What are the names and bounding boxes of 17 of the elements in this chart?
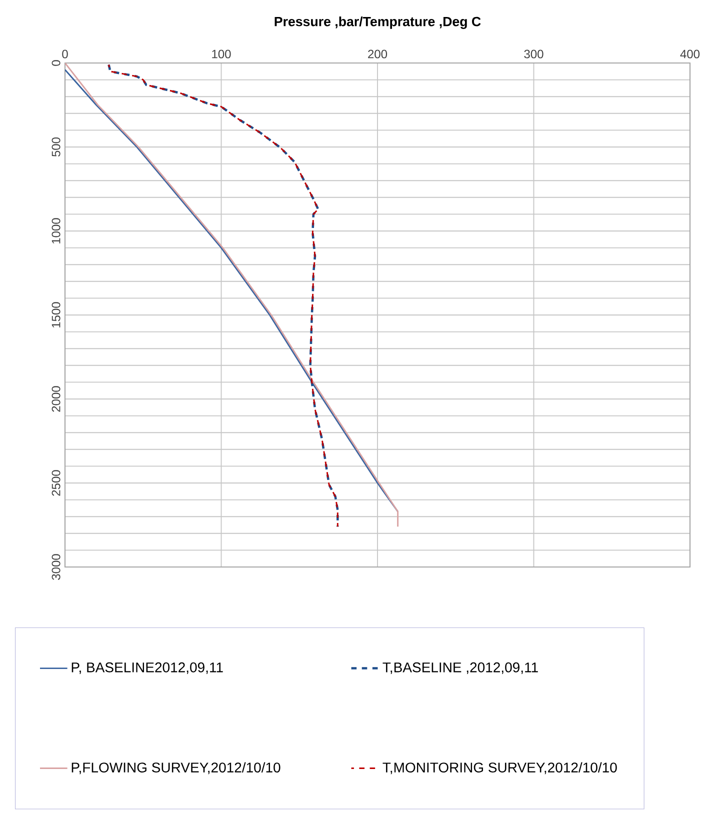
legend-label: T,BASELINE ,2012,09,11: [382, 662, 538, 674]
legend-label: T,MONITORING SURVEY,2012/10/10: [382, 762, 617, 774]
y-tick-label: 2500: [52, 470, 60, 496]
x-tick-label: 200: [368, 50, 388, 58]
legend-label: P,FLOWING SURVEY,2012/10/10: [72, 762, 280, 774]
y-tick-label: 2000: [52, 386, 60, 412]
y-tick-label: 3000: [52, 554, 60, 580]
y-tick-label: 500: [52, 137, 60, 157]
x-tick-label: 400: [680, 50, 700, 58]
y-tick-label: 1000: [52, 218, 60, 244]
chart-title: Pressure ,bar/Temprature ,Deg C: [274, 16, 481, 29]
y-tick-label: 1500: [52, 302, 60, 328]
x-tick-label: 100: [212, 50, 231, 58]
x-tick-label: 300: [524, 50, 544, 58]
y-tick-label: 0: [52, 60, 60, 66]
legend-label: P, BASELINE2012,09,11: [72, 662, 223, 674]
x-tick-label: 0: [62, 50, 68, 58]
